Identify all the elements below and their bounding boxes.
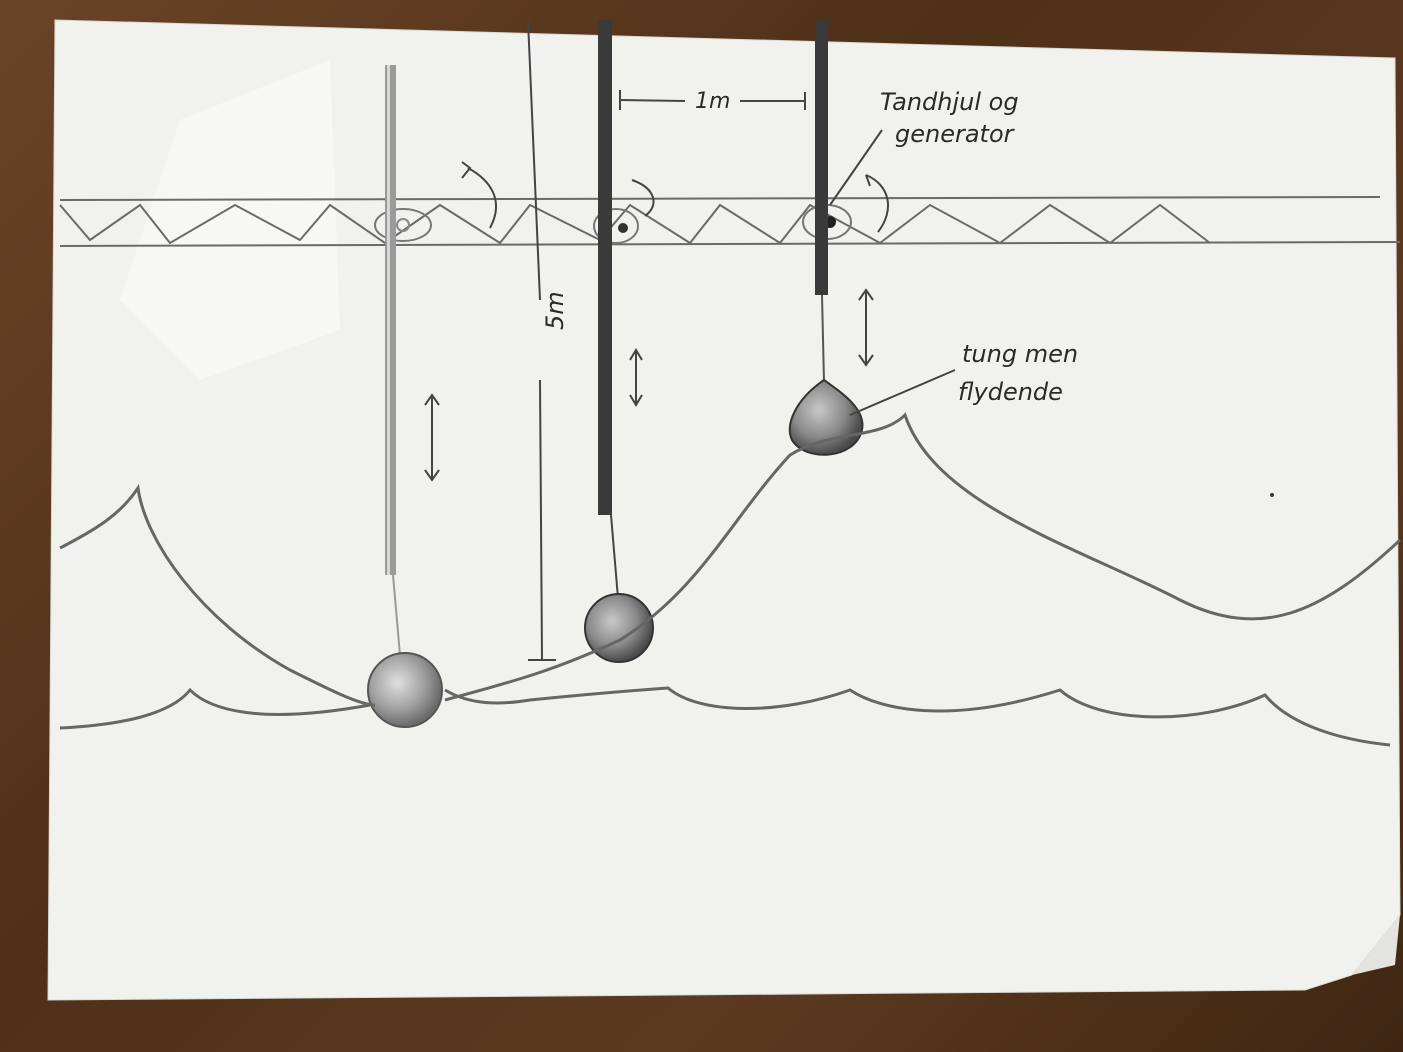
pencil-dot bbox=[1270, 493, 1274, 497]
big-wave bbox=[59, 412, 1402, 707]
float-label-line2: flydende bbox=[958, 378, 1063, 406]
float-ball-1 bbox=[367, 652, 443, 728]
gear-label-line1: Tandhjul og bbox=[880, 88, 1019, 116]
vertical-motion-arrows bbox=[424, 288, 874, 482]
rotation-arrows bbox=[461, 161, 889, 233]
float-ball-2 bbox=[584, 593, 654, 663]
gear-label-line2: generator bbox=[895, 120, 1016, 148]
gear-generator-1 bbox=[374, 208, 432, 242]
rod-2 bbox=[598, 20, 612, 515]
paper-glare bbox=[120, 60, 340, 380]
small-waves bbox=[59, 686, 1391, 747]
spacing-dimension bbox=[619, 90, 806, 110]
beam-structure bbox=[59, 196, 1401, 247]
spacing-label: 1m bbox=[695, 89, 730, 114]
tether-1 bbox=[392, 574, 401, 656]
height-dimension bbox=[527, 19, 556, 661]
paper-folded-corner bbox=[1352, 915, 1400, 975]
tether-2 bbox=[610, 514, 619, 599]
height-label: 5m bbox=[541, 291, 569, 330]
rod-3 bbox=[815, 20, 828, 295]
gear-generator-2 bbox=[593, 208, 639, 244]
float-label-line1: tung men bbox=[962, 340, 1078, 368]
truss-zigzag bbox=[59, 203, 1211, 245]
leader-lines bbox=[829, 129, 956, 416]
rod-1 bbox=[385, 65, 396, 575]
tether-3 bbox=[821, 294, 825, 383]
